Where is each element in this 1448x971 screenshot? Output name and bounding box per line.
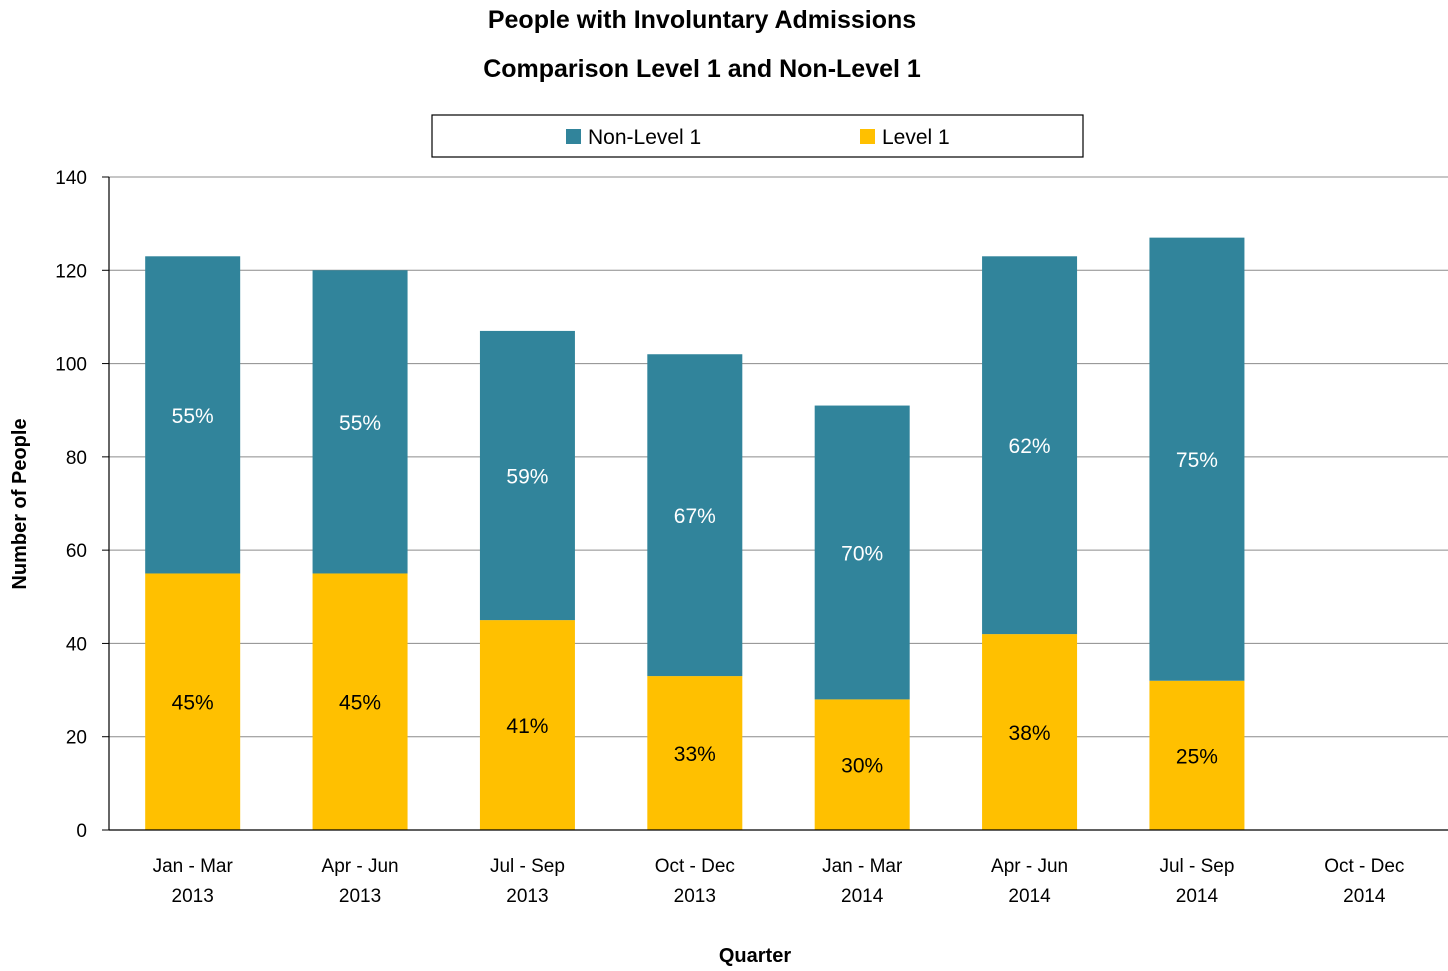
bar-level-1 bbox=[647, 676, 743, 830]
bar-non-level-1 bbox=[647, 354, 743, 677]
data-label: 62% bbox=[1009, 435, 1051, 458]
y-tick-label: 80 bbox=[66, 448, 87, 469]
chart-subtitle: Comparison Level 1 and Non-Level 1 bbox=[483, 55, 921, 83]
data-label: 30% bbox=[841, 755, 883, 778]
x-tick-label: Apr - Jun 2014 bbox=[991, 856, 1068, 907]
x-axis-title: Quarter bbox=[719, 945, 791, 967]
y-tick-label: 60 bbox=[66, 541, 87, 562]
y-tick-label: 100 bbox=[55, 355, 87, 376]
legend-box bbox=[431, 114, 1084, 158]
bar-labels: 45% 55% 45% 55% 41% 59% 33% 67% 30% 70% 38% 62% 25% 7… bbox=[172, 405, 1218, 778]
bar-level-1 bbox=[145, 573, 241, 830]
bar-non-level-1 bbox=[312, 270, 408, 574]
data-label: 33% bbox=[674, 743, 716, 766]
data-label: 70% bbox=[841, 542, 883, 565]
legend-label: Level 1 bbox=[882, 126, 950, 149]
axes bbox=[108, 177, 1448, 831]
bars bbox=[145, 237, 1245, 830]
legend-swatch bbox=[860, 129, 875, 144]
bar-non-level-1 bbox=[982, 256, 1078, 635]
bar-non-level-1 bbox=[814, 405, 910, 700]
bar-non-level-1 bbox=[145, 256, 241, 574]
x-tick-label: Jul - Sep 2013 bbox=[490, 856, 565, 907]
legend-label: Non-Level 1 bbox=[588, 126, 701, 149]
data-label: 45% bbox=[339, 692, 381, 715]
data-label: 55% bbox=[339, 412, 381, 435]
y-axis-title: Number of People bbox=[9, 418, 31, 589]
bar-non-level-1 bbox=[479, 330, 575, 621]
x-tick-label: Jan - Mar 2014 bbox=[822, 856, 903, 907]
bar-level-1 bbox=[479, 620, 575, 830]
legend: Non-Level 1 Level 1 bbox=[431, 114, 1084, 158]
chart-title: People with Involuntary Admissions bbox=[487, 6, 917, 34]
y-tick-label: 140 bbox=[55, 168, 87, 189]
bar-level-1 bbox=[1149, 680, 1245, 830]
x-tick-label: Apr - Jun 2013 bbox=[322, 856, 399, 907]
y-tick-labels: 0 20 40 60 80 100 120 140 bbox=[55, 168, 87, 842]
x-tick-label: Oct - Dec 2014 bbox=[1324, 856, 1404, 907]
x-tick-label: Oct - Dec 2013 bbox=[655, 856, 735, 907]
bar-non-level-1 bbox=[1149, 237, 1245, 681]
y-tick-label: 120 bbox=[55, 261, 87, 282]
data-label: 67% bbox=[674, 505, 716, 528]
data-label: 59% bbox=[506, 466, 548, 489]
data-label: 75% bbox=[1176, 449, 1218, 472]
legend-swatch bbox=[566, 129, 581, 144]
data-label: 45% bbox=[172, 692, 214, 715]
data-label: 41% bbox=[506, 715, 548, 738]
x-tick-label: Jan - Mar 2013 bbox=[153, 856, 234, 907]
y-tick-label: 20 bbox=[66, 728, 87, 749]
bar-level-1 bbox=[982, 634, 1078, 830]
bar-level-1 bbox=[312, 573, 408, 830]
data-label: 38% bbox=[1009, 722, 1051, 745]
data-label: 25% bbox=[1176, 745, 1218, 768]
y-tick-label: 0 bbox=[76, 821, 87, 842]
y-tick-label: 40 bbox=[66, 634, 87, 655]
bar-level-1 bbox=[814, 699, 910, 830]
x-tick-labels: Jan - Mar 2013 Apr - Jun 2013 Jul - Sep 2013 O… bbox=[153, 856, 1405, 907]
data-label: 55% bbox=[172, 405, 214, 428]
x-tick-label: Jul - Sep 2014 bbox=[1159, 856, 1234, 907]
gridlines bbox=[102, 176, 1448, 831]
